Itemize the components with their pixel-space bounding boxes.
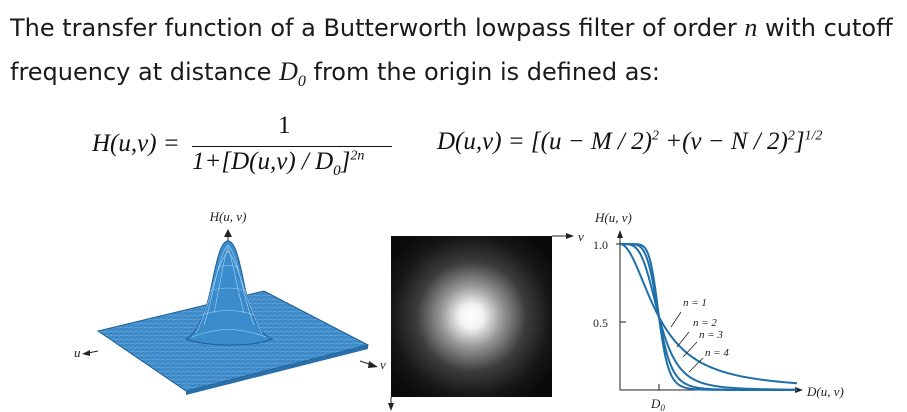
d-mid: +(v − N / 2)	[659, 128, 788, 155]
h-denominator: 1+[D(u,v) / D0]2n	[192, 148, 364, 180]
d-close: ]	[795, 128, 805, 155]
intro-text-d: from the origin is defined as:	[306, 58, 660, 86]
image-v-label: v	[578, 229, 584, 244]
tick-label-1: 1.0	[593, 238, 608, 252]
cutoff-symbol: D	[279, 57, 298, 86]
distance-equation: D(u,v) = [(u − M / 2)2 +(v − N / 2)2]1/2	[437, 128, 897, 156]
label-n2: n = 2	[693, 317, 717, 329]
radial-cross-section-chart: H(u, v) 1.0 0.5 D0 D(u, v) n = 1 n = 2 n…	[585, 200, 907, 412]
d-lhs: D(u,v) = [(u − M / 2)	[437, 128, 652, 155]
v-axis-label: v	[380, 357, 386, 372]
h-axis-label: H(u, v)	[209, 209, 247, 224]
tick-label-05: 0.5	[593, 316, 608, 330]
leader-n2	[677, 332, 689, 347]
d0-label-sub: 0	[660, 403, 665, 412]
intro-line-2: frequency at distance D0 from the origin…	[10, 50, 900, 104]
h-den-close: ]	[341, 148, 351, 175]
perspective-plot: H(u, v) u v	[68, 195, 398, 412]
intro-text-a: The transfer function of a Butterworth l…	[10, 14, 744, 42]
d0-label-text: D	[650, 396, 661, 411]
leader-n1	[671, 312, 681, 327]
filter-image	[391, 236, 552, 397]
h-den-sub: 0	[333, 163, 341, 179]
chart-y-label: H(u, v)	[594, 210, 632, 225]
image-u-arrow	[388, 403, 394, 411]
h-den-exp: 2n	[350, 149, 364, 164]
h-numerator: 1	[278, 112, 291, 140]
h-axis-arrow	[224, 229, 232, 237]
chart-x-label: D(u, v)	[806, 384, 844, 399]
image-v-arrow	[566, 233, 574, 239]
u-axis-arrow	[82, 350, 90, 356]
d-exp: 1/2	[805, 129, 823, 144]
filter-image-display: v	[388, 224, 588, 412]
label-n1: n = 1	[683, 297, 707, 309]
cutoff-subscript: 0	[298, 73, 306, 90]
intro-line-1: The transfer function of a Butterworth l…	[10, 6, 900, 50]
order-symbol: n	[744, 13, 757, 42]
d-sq1: 2	[652, 129, 659, 144]
curve-order-1	[620, 244, 797, 383]
intro-paragraph: The transfer function of a Butterworth l…	[10, 6, 900, 104]
d-sq2: 2	[788, 129, 795, 144]
u-axis-label: u	[74, 345, 81, 360]
h-lhs: H(u,v) =	[92, 130, 180, 158]
label-n4: n = 4	[705, 347, 729, 359]
label-n3: n = 3	[699, 329, 723, 341]
d0-label: D0	[650, 396, 665, 412]
intro-text-c: frequency at distance	[10, 58, 279, 86]
transfer-function-equation: H(u,v) = 1 1+[D(u,v) / D0]2n	[92, 108, 412, 188]
y-axis-arrow	[617, 230, 623, 238]
fraction-bar	[192, 146, 392, 147]
intro-text-b: with cutoff	[757, 14, 892, 42]
v-axis-arrow	[368, 361, 378, 368]
h-den-text: 1+[D(u,v) / D	[192, 148, 333, 175]
